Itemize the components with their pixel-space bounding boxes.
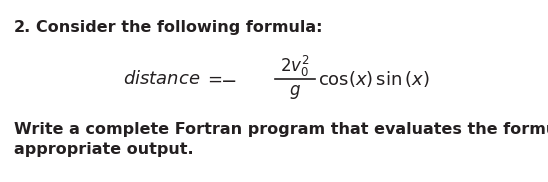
Text: appropriate output.: appropriate output. [14, 142, 193, 157]
Text: Consider the following formula:: Consider the following formula: [36, 20, 323, 35]
Text: Write a complete Fortran program that evaluates the formula. Print out: Write a complete Fortran program that ev… [14, 122, 548, 137]
Text: $\mathrm{cos}(x)\,\mathrm{sin}\,(x)$: $\mathrm{cos}(x)\,\mathrm{sin}\,(x)$ [318, 69, 430, 89]
Text: $g$: $g$ [289, 83, 301, 101]
Text: $\mathit{distance}$: $\mathit{distance}$ [123, 70, 200, 88]
Text: $=$: $=$ [204, 70, 222, 88]
Text: $2v_0^2$: $2v_0^2$ [280, 54, 310, 79]
Text: 2.: 2. [14, 20, 31, 35]
Text: $-$: $-$ [220, 70, 236, 88]
